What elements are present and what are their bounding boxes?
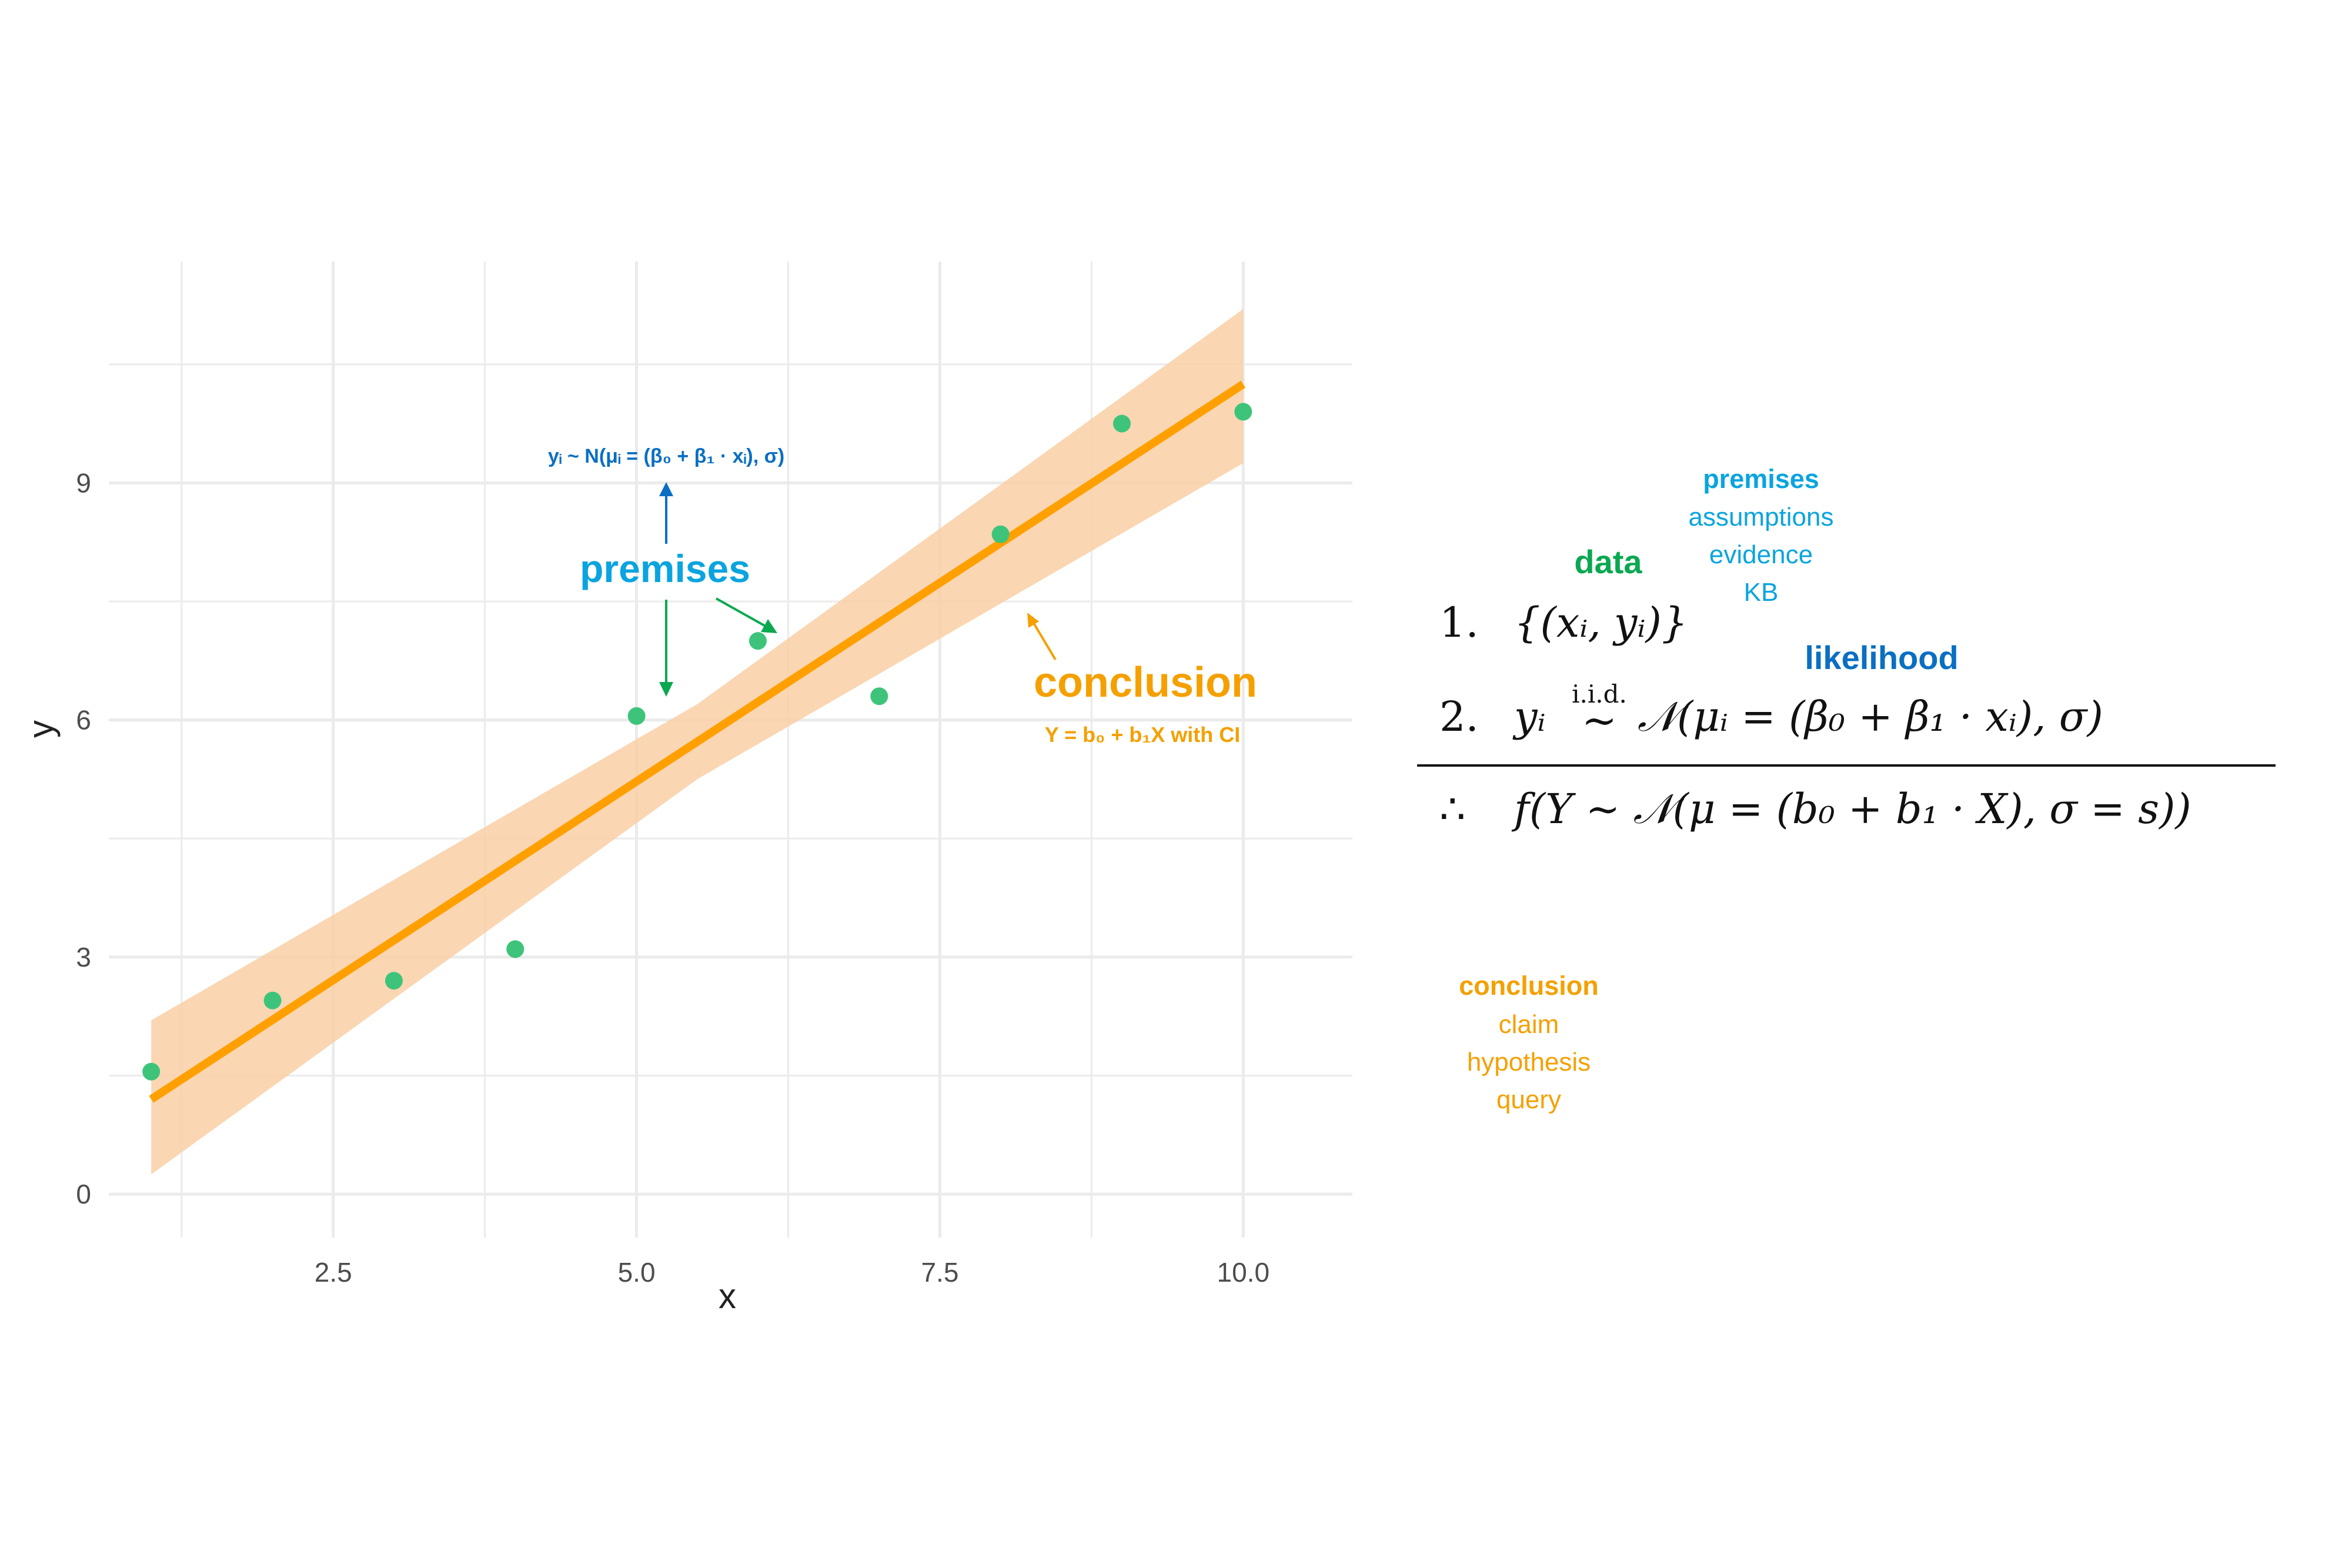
data-point [1112,414,1131,433]
arrow-to-fit-line [1033,622,1057,661]
conclusion-item-hypothesis: hypothesis [1467,1048,1591,1076]
arrow-head-fit-line [1027,613,1039,628]
conclusion-title: conclusion [1459,971,1599,1001]
data-point [627,707,646,725]
y-tick-labels: 0 3 6 9 [76,467,91,1209]
x-tick-label: 10.0 [1217,1257,1270,1288]
likelihood-formula-annotation: yᵢ ~ N(μᵢ = (β₀ + β₁ · xᵢ), σ) [548,445,784,467]
data-point [749,632,767,650]
data-point [263,991,282,1009]
data-point [385,972,403,990]
x-axis-label: x [719,1276,736,1316]
conclusion-annotation: conclusion [1034,659,1257,706]
argument-line-2-number: 2. [1439,693,1479,741]
premises-annotation: premises [580,547,750,590]
arrow-head-point-5 [659,682,673,697]
premises-item-assumptions: assumptions [1688,503,1833,531]
data-point [142,1062,161,1081]
regression-line [149,380,1246,1103]
likelihood-label: likelihood [1805,639,1958,676]
premises-item-evidence: evidence [1709,540,1813,569]
x-tick-label: 7.5 [921,1257,958,1288]
premises-item-kb: KB [1744,578,1779,607]
argument-line-2-lhs: yᵢ [1512,693,1546,741]
data-label: data [1574,543,1642,580]
x-tick-label: 5.0 [618,1257,656,1288]
y-tick-label: 0 [76,1179,91,1209]
argument-line-1-data: {(xᵢ, yᵢ)} [1514,599,1688,647]
y-tick-label: 3 [76,942,91,972]
argument-line-1-number: 1. [1439,599,1479,647]
x-tick-labels: 2.5 5.0 7.5 10.0 [315,1257,1269,1288]
data-point [506,940,524,958]
arrow-head-likelihood [659,482,673,496]
y-axis-label: y [21,720,61,738]
y-tick-label: 9 [76,467,91,498]
therefore-symbol: ∴ [1439,785,1466,833]
data-point [991,525,1010,543]
argument-conclusion: f(Y ~ 𝒩(μ = (b₀ + b₁ · X), σ = s)) [1511,785,2191,833]
x-tick-label: 2.5 [315,1257,352,1288]
data-point [870,687,888,706]
data-point [1234,403,1252,421]
data-points [142,403,1252,1081]
arrow-head-point-6 [761,619,777,633]
argument-line-2-tilde: ~ [1582,696,1617,745]
conclusion-item-claim: claim [1499,1010,1559,1039]
conclusion-item-query: query [1496,1085,1561,1114]
fit-line [149,380,1246,1103]
premises-title: premises [1703,464,1819,494]
y-tick-label: 6 [76,705,91,735]
argument-line-2-rhs: 𝒩(μᵢ = (β₀ + β₁ · xᵢ), σ) [1638,693,2103,741]
arrow-to-point-6 [716,597,765,627]
conclusion-formula-annotation: Y = b₀ + b₁X with CI [1045,723,1241,747]
argument-line-2-iid: i.i.d. [1572,680,1627,708]
